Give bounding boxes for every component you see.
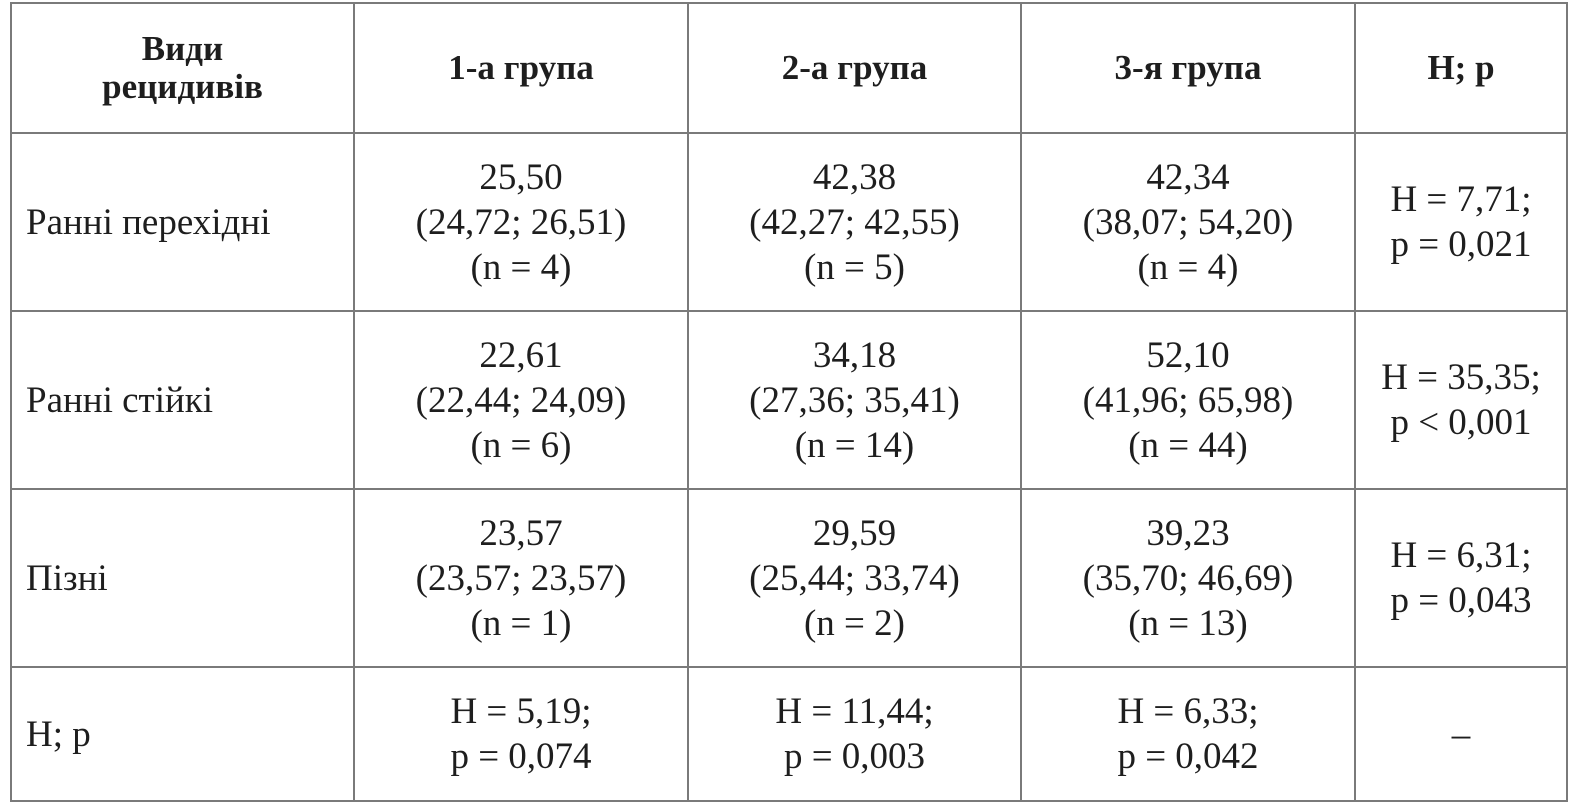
cell-line: 52,10: [1146, 334, 1230, 376]
header-cell: 1-а група: [353, 2, 689, 134]
cell-line: p = 0,074: [450, 736, 592, 777]
table-row: Ранні перехідні 25,50 (24,72; 26,51) (n = 4…: [10, 132, 1568, 312]
cell-line: H = 6,33;: [1117, 691, 1259, 732]
header-cell: 3-я група: [1020, 2, 1356, 134]
cell-line: (25,44; 33,74): [749, 557, 960, 599]
cell-line: 3-я група: [1114, 48, 1262, 87]
row-label: H; p: [10, 666, 355, 802]
cell-line: (n = 6): [470, 424, 572, 466]
table-cell: H = 6,31; p = 0,043: [1354, 488, 1568, 668]
cell-line: рецидивів: [102, 67, 263, 106]
header-cell: Види рецидивів: [10, 2, 355, 134]
cell-line: (n = 4): [1137, 246, 1239, 288]
header-cell: 2-а група: [687, 2, 1022, 134]
cell-line: 42,38: [812, 156, 897, 198]
cell-line: (n = 44): [1128, 424, 1248, 466]
cell-line: 22,61: [479, 334, 563, 376]
cell-line: 39,23: [1146, 512, 1230, 554]
cell-line: (22,44; 24,09): [415, 379, 627, 421]
cell-line: p = 0,021: [1390, 224, 1532, 265]
cell-line: H = 11,44;: [775, 691, 934, 732]
cell-line: (24,72; 26,51): [415, 201, 627, 243]
cell-line: 25,50: [479, 156, 563, 198]
table-cell: H = 11,44; p = 0,003: [687, 666, 1022, 802]
cell-line: Види: [141, 29, 224, 68]
cell-line: 42,34: [1146, 156, 1230, 198]
cell-line: Ранні перехідні: [26, 201, 271, 243]
cell-line: Пізні: [26, 557, 108, 599]
table-cell: 25,50 (24,72; 26,51) (n = 4): [353, 132, 689, 312]
cell-line: (n = 14): [794, 424, 915, 466]
table-body: Ранні перехідні 25,50 (24,72; 26,51) (n = 4…: [10, 132, 1568, 802]
table-cell: H = 6,33; p = 0,042: [1020, 666, 1356, 802]
cell-line: (27,36; 35,41): [749, 379, 960, 421]
table-cell: 42,34 (38,07; 54,20) (n = 4): [1020, 132, 1356, 312]
table-cell: 22,61 (22,44; 24,09) (n = 6): [353, 310, 689, 490]
cell-line: 1-а група: [448, 48, 594, 87]
cell-line: 29,59: [812, 512, 897, 554]
cell-line: (n = 4): [470, 246, 572, 288]
table-cell: H = 5,19; p = 0,074: [353, 666, 689, 802]
header-cell: H; p: [1354, 2, 1568, 134]
table-cell: 52,10 (41,96; 65,98) (n = 44): [1020, 310, 1356, 490]
cell-line: H = 5,19;: [450, 691, 592, 732]
table-cell: 23,57 (23,57; 23,57) (n = 1): [353, 488, 689, 668]
cell-line: (n = 1): [470, 602, 572, 644]
cell-line: p = 0,042: [1117, 736, 1259, 777]
cell-line: (41,96; 65,98): [1082, 379, 1294, 421]
cell-line: H = 6,31;: [1390, 535, 1532, 576]
row-label: Ранні перехідні: [10, 132, 355, 312]
cell-line: H; p: [26, 713, 91, 755]
cell-line: (n = 13): [1128, 602, 1248, 644]
cell-line: p < 0,001: [1390, 402, 1532, 443]
cell-line: Ранні стійкі: [26, 379, 214, 421]
table-cell: 34,18 (27,36; 35,41) (n = 14): [687, 310, 1022, 490]
cell-line: p = 0,003: [783, 736, 926, 777]
data-table: Види рецидивів 1-а група 2-а група 3-я група…: [10, 2, 1568, 802]
cell-line: 2-а група: [781, 48, 928, 87]
cell-line: (35,70; 46,69): [1082, 557, 1294, 599]
cell-line: –: [1451, 713, 1471, 755]
header-row: Види рецидивів 1-а група 2-а група 3-я група…: [10, 2, 1568, 134]
cell-line: 34,18: [812, 334, 897, 376]
table-cell: 42,38 (42,27; 42,55) (n = 5): [687, 132, 1022, 312]
cell-line: (23,57; 23,57): [415, 557, 627, 599]
table-cell: –: [1354, 666, 1568, 802]
table-cell: 39,23 (35,70; 46,69) (n = 13): [1020, 488, 1356, 668]
cell-line: (n = 5): [803, 246, 905, 288]
cell-line: p = 0,043: [1390, 580, 1532, 621]
cell-line: H; p: [1427, 48, 1495, 87]
cell-line: (n = 2): [803, 602, 905, 644]
cell-line: H = 35,35;: [1381, 357, 1541, 398]
cell-line: (38,07; 54,20): [1082, 201, 1294, 243]
table-cell: H = 7,71; p = 0,021: [1354, 132, 1568, 312]
table-row: Ранні стійкі 22,61 (22,44; 24,09) (n = 6) 34…: [10, 310, 1568, 490]
cell-line: H = 7,71;: [1390, 179, 1532, 220]
table-cell: H = 35,35; p < 0,001: [1354, 310, 1568, 490]
row-label: Ранні стійкі: [10, 310, 355, 490]
table-row: Пізні 23,57 (23,57; 23,57) (n = 1) 29,59 (25,…: [10, 488, 1568, 668]
cell-line: (42,27; 42,55): [749, 201, 960, 243]
cell-line: 23,57: [479, 512, 563, 554]
table-cell: 29,59 (25,44; 33,74) (n = 2): [687, 488, 1022, 668]
row-label: Пізні: [10, 488, 355, 668]
table-header: Види рецидивів 1-а група 2-а група 3-я група…: [10, 2, 1568, 134]
